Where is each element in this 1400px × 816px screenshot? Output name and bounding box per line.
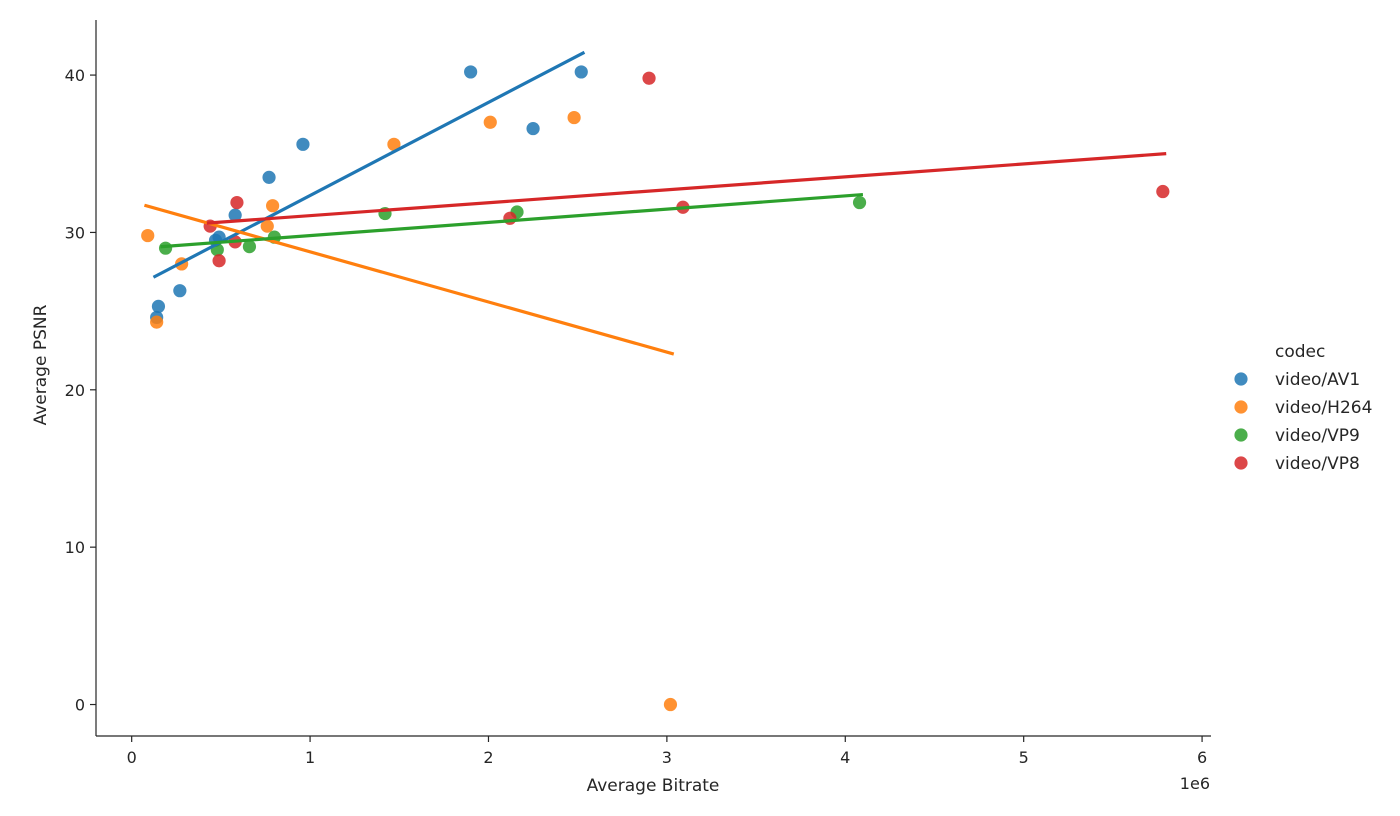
legend-marker-video-av1: [1234, 372, 1248, 386]
point-video-vp8: [1156, 184, 1170, 199]
y-tick-label: 20: [65, 381, 85, 400]
point-video-h264: [567, 110, 581, 125]
point-video-h264: [483, 115, 497, 129]
x-tick-label: 5: [1019, 748, 1029, 767]
point-video-h264: [266, 199, 280, 213]
legend-label-video-av1: video/AV1: [1275, 370, 1360, 390]
point-video-av1: [464, 65, 478, 79]
point-video-vp8: [503, 211, 517, 225]
fit-line-video-vp8: [206, 152, 1167, 225]
point-video-av1: [526, 121, 540, 136]
legend-marker-video-vp9: [1234, 428, 1248, 442]
point-video-h264: [141, 228, 155, 243]
legend-label-video-h264: video/H264: [1275, 398, 1372, 418]
x-axis-label: Average Bitrate: [587, 776, 720, 796]
legend-label-video-vp9: video/VP9: [1275, 426, 1360, 446]
point-video-vp9: [852, 195, 867, 210]
point-video-vp8: [230, 195, 244, 210]
y-axis-ticks: 0 10 20 30 40: [65, 66, 96, 715]
regression-lines: [143, 50, 1167, 356]
point-video-av1: [173, 284, 187, 298]
x-tick-label: 3: [662, 748, 672, 767]
fit-line-video-h264: [143, 203, 675, 356]
y-tick-label: 40: [65, 66, 85, 85]
legend-label-video-vp8: video/VP8: [1275, 454, 1360, 474]
y-tick-label: 0: [75, 696, 85, 715]
x-tick-label: 2: [483, 748, 493, 767]
x-tick-label: 4: [840, 748, 850, 767]
legend-entries: video/AV1 video/H264 video/VP9 video/VP8: [1234, 370, 1372, 474]
legend-title: codec: [1275, 342, 1325, 362]
point-video-av1: [151, 299, 166, 313]
fit-line-video-av1: [152, 50, 586, 279]
y-axis-label: Average PSNR: [31, 304, 51, 425]
legend-marker-video-h264: [1234, 400, 1248, 414]
y-tick-label: 30: [65, 223, 85, 242]
legend-marker-video-vp8: [1234, 456, 1248, 470]
point-video-vp9: [242, 240, 257, 254]
point-video-vp8: [642, 71, 656, 85]
point-video-h264: [663, 697, 678, 712]
point-video-av1: [574, 65, 588, 79]
fit-line-video-vp9: [160, 192, 864, 249]
x-tick-label: 6: [1197, 748, 1207, 767]
x-tick-label: 1: [305, 748, 315, 767]
point-video-av1: [296, 137, 310, 151]
point-video-av1: [228, 208, 242, 222]
x-axis-offset-label: 1e6: [1180, 774, 1210, 793]
point-video-h264: [260, 219, 274, 233]
point-video-av1: [262, 170, 276, 184]
point-video-vp8: [212, 254, 226, 268]
x-tick-label: 0: [127, 748, 137, 767]
data-points: [141, 65, 1170, 712]
point-video-h264: [387, 137, 401, 151]
x-axis-ticks: 0 1 2 3 4 5 6: [127, 736, 1207, 767]
point-video-h264: [150, 315, 164, 329]
y-tick-label: 10: [65, 538, 85, 557]
legend: codec video/AV1video/H264video/VP9video/…: [1234, 342, 1372, 474]
